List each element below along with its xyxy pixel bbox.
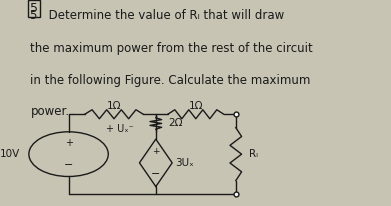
Text: +: +	[152, 147, 160, 156]
Text: 1Ω: 1Ω	[107, 102, 121, 111]
Text: 5   Determine the value of Rₗ that will draw: 5 Determine the value of Rₗ that will dr…	[30, 9, 285, 22]
Text: the maximum power from the rest of the circuit: the maximum power from the rest of the c…	[30, 42, 313, 55]
Text: 10V: 10V	[0, 149, 20, 159]
Text: 1Ω: 1Ω	[188, 102, 203, 111]
Text: Rₗ: Rₗ	[249, 149, 257, 159]
Text: −: −	[64, 160, 73, 170]
Text: 3Uₓ: 3Uₓ	[175, 158, 194, 168]
Text: + Uₓ⁻: + Uₓ⁻	[106, 124, 133, 133]
Text: power.: power.	[30, 105, 70, 118]
Text: 5: 5	[30, 2, 38, 15]
Text: +: +	[65, 138, 73, 148]
Text: in the following Figure. Calculate the maximum: in the following Figure. Calculate the m…	[30, 74, 311, 87]
Text: 2Ω: 2Ω	[169, 118, 183, 129]
Text: −: −	[151, 169, 161, 179]
